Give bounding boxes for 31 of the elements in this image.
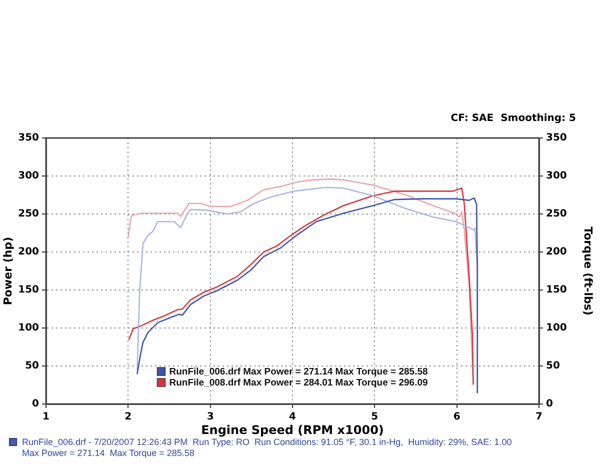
y2-tick-label: 50 [546,360,560,372]
y2-tick-label: 0 [546,398,553,410]
y-tick-label: 150 [18,284,40,296]
y2-tick-label: 300 [546,170,567,182]
legend-label: RunFile_008.drf Max Power = 284.01 Max Torque = 296.09 [169,378,428,389]
y-tick-label: 250 [18,208,40,220]
x-tick-label: 3 [206,412,214,423]
y-tick-label: 100 [18,322,40,334]
x-tick-label: 1 [42,412,50,423]
y-tick-label: 200 [18,246,40,258]
x-tick-label: 7 [536,412,543,423]
text: CF: SAE Smoothing: 5 [450,113,576,124]
y-tick-label: 350 [18,132,40,144]
y2-tick-label: 150 [546,284,567,296]
x-tick-label: 6 [453,412,460,423]
x-tick-label: 4 [289,412,296,423]
x-axis-title: Engine Speed (RPM x1000) [201,422,384,437]
y-tick-label: 0 [32,398,40,410]
y2-tick-label: 350 [546,132,567,144]
y-axis-title: Power (hp) [1,236,14,306]
x-tick-label: 5 [371,412,378,423]
text: RunFile_006.drf - 7/20/2007 12:26:43 PM Run Type: RO Run Conditions: 91.05 °F, 30.1 in-Hg, Humidity: 29%, SAE: 1.00 [22,437,512,447]
y2-tick-label: 200 [546,246,567,258]
y-tick-label: 50 [25,360,40,372]
y2-tick-label: 100 [546,322,567,334]
x-tick-label: 2 [124,412,132,423]
legend-label: RunFile_006.drf Max Power = 271.14 Max Torque = 285.58 [169,366,428,378]
text: Max Power = 271.14 Max Torque = 285.58 [22,448,194,458]
y-tick-label: 300 [18,170,40,182]
y2-axis-title: Torque (ft-lbs) [582,226,595,316]
y2-tick-label: 250 [546,208,567,220]
